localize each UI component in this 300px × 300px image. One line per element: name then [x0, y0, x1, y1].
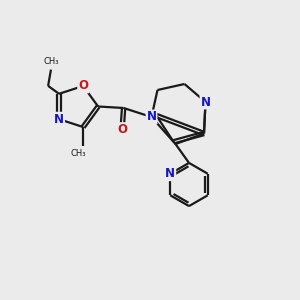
Text: N: N: [200, 95, 211, 109]
Text: N: N: [54, 113, 64, 126]
Text: CH₃: CH₃: [43, 57, 59, 66]
Text: CH₃: CH₃: [71, 149, 86, 158]
Text: O: O: [117, 123, 127, 136]
Text: N: N: [146, 110, 157, 124]
Text: O: O: [78, 80, 88, 92]
Text: N: N: [165, 167, 175, 180]
